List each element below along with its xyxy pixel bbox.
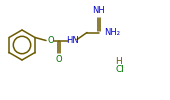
Text: O: O <box>48 36 54 45</box>
Text: NH₂: NH₂ <box>104 28 120 37</box>
Text: O: O <box>56 56 62 64</box>
Text: HN: HN <box>67 36 79 45</box>
Text: H: H <box>115 57 121 66</box>
Text: NH: NH <box>93 6 105 15</box>
Text: Cl: Cl <box>116 66 124 74</box>
